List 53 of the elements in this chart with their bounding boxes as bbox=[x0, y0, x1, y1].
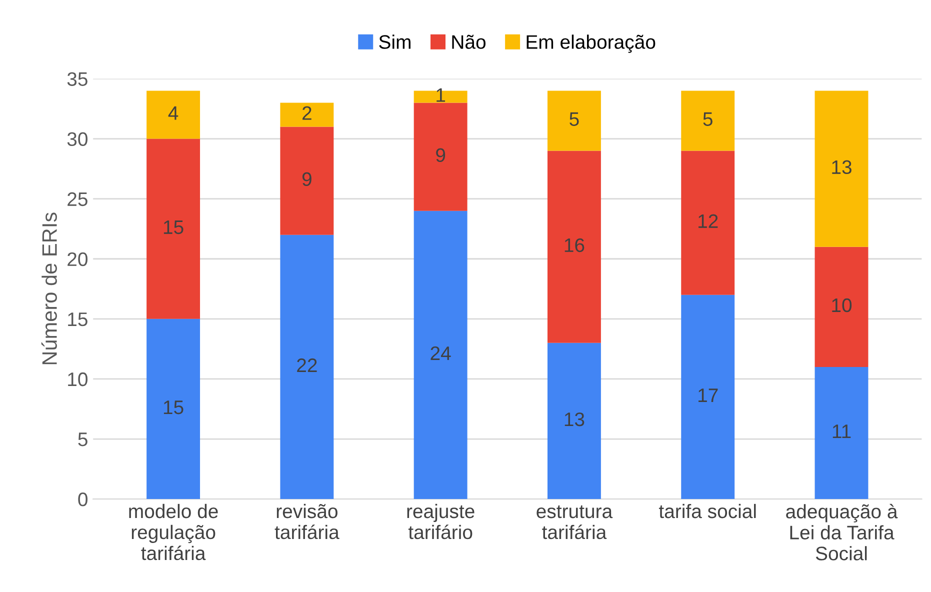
bar bbox=[146, 138, 200, 319]
x-tick-label: reajuste tarifário bbox=[407, 504, 474, 540]
data-label: 15 bbox=[164, 400, 184, 414]
bar bbox=[280, 126, 334, 235]
y-axis-title: Número de ERIs bbox=[41, 212, 57, 364]
data-label: 15 bbox=[164, 220, 184, 234]
y-tick-label: 15 bbox=[68, 312, 88, 326]
data-label: 5 bbox=[570, 112, 579, 126]
x-tick-label: tarifa social bbox=[658, 504, 756, 518]
bar bbox=[681, 294, 735, 500]
bar bbox=[681, 150, 735, 295]
bar bbox=[547, 150, 601, 343]
y-tick-label: 5 bbox=[78, 432, 88, 446]
y-tick-label: 0 bbox=[78, 492, 88, 506]
data-label: 16 bbox=[564, 238, 584, 252]
bar bbox=[146, 318, 200, 500]
y-tick-label: 20 bbox=[68, 252, 88, 266]
bar bbox=[280, 102, 334, 127]
legend-label: Não bbox=[452, 34, 486, 49]
bar bbox=[547, 342, 601, 500]
bar bbox=[414, 210, 468, 500]
bar bbox=[547, 90, 601, 151]
data-label: 2 bbox=[302, 106, 312, 120]
data-label: 5 bbox=[703, 112, 712, 126]
bar bbox=[681, 90, 735, 151]
legend-label: Sim bbox=[379, 34, 410, 49]
x-tick-label: modelo de regulação tarifária bbox=[129, 504, 218, 560]
bar bbox=[280, 234, 334, 500]
bar bbox=[814, 246, 868, 367]
x-tick-label: revisão tarifária bbox=[274, 504, 340, 540]
bar bbox=[146, 90, 200, 139]
bar bbox=[814, 366, 868, 500]
data-label: 10 bbox=[832, 298, 852, 312]
y-tick-label: 25 bbox=[68, 192, 88, 206]
y-tick-label: 30 bbox=[67, 132, 88, 146]
data-label: 9 bbox=[302, 172, 312, 186]
x-tick-label: adequação à Lei da Tarifa Social bbox=[786, 504, 898, 560]
data-label: 13 bbox=[832, 160, 852, 174]
data-label: 13 bbox=[564, 412, 584, 426]
data-label: 4 bbox=[168, 106, 178, 120]
data-label: 22 bbox=[297, 358, 317, 372]
data-label: 11 bbox=[832, 424, 851, 438]
x-tick-label: estrutura tarifária bbox=[536, 505, 613, 540]
bar bbox=[814, 90, 868, 247]
y-tick-label: 10 bbox=[68, 372, 88, 386]
bar bbox=[414, 102, 468, 211]
data-label: 17 bbox=[698, 388, 718, 402]
y-tick-label: 35 bbox=[67, 72, 88, 86]
data-label: 9 bbox=[436, 148, 446, 162]
data-label: 12 bbox=[698, 214, 718, 228]
data-label: 1 bbox=[436, 88, 446, 102]
data-label: 24 bbox=[430, 346, 451, 360]
legend-label: Em elaboração bbox=[526, 34, 656, 53]
